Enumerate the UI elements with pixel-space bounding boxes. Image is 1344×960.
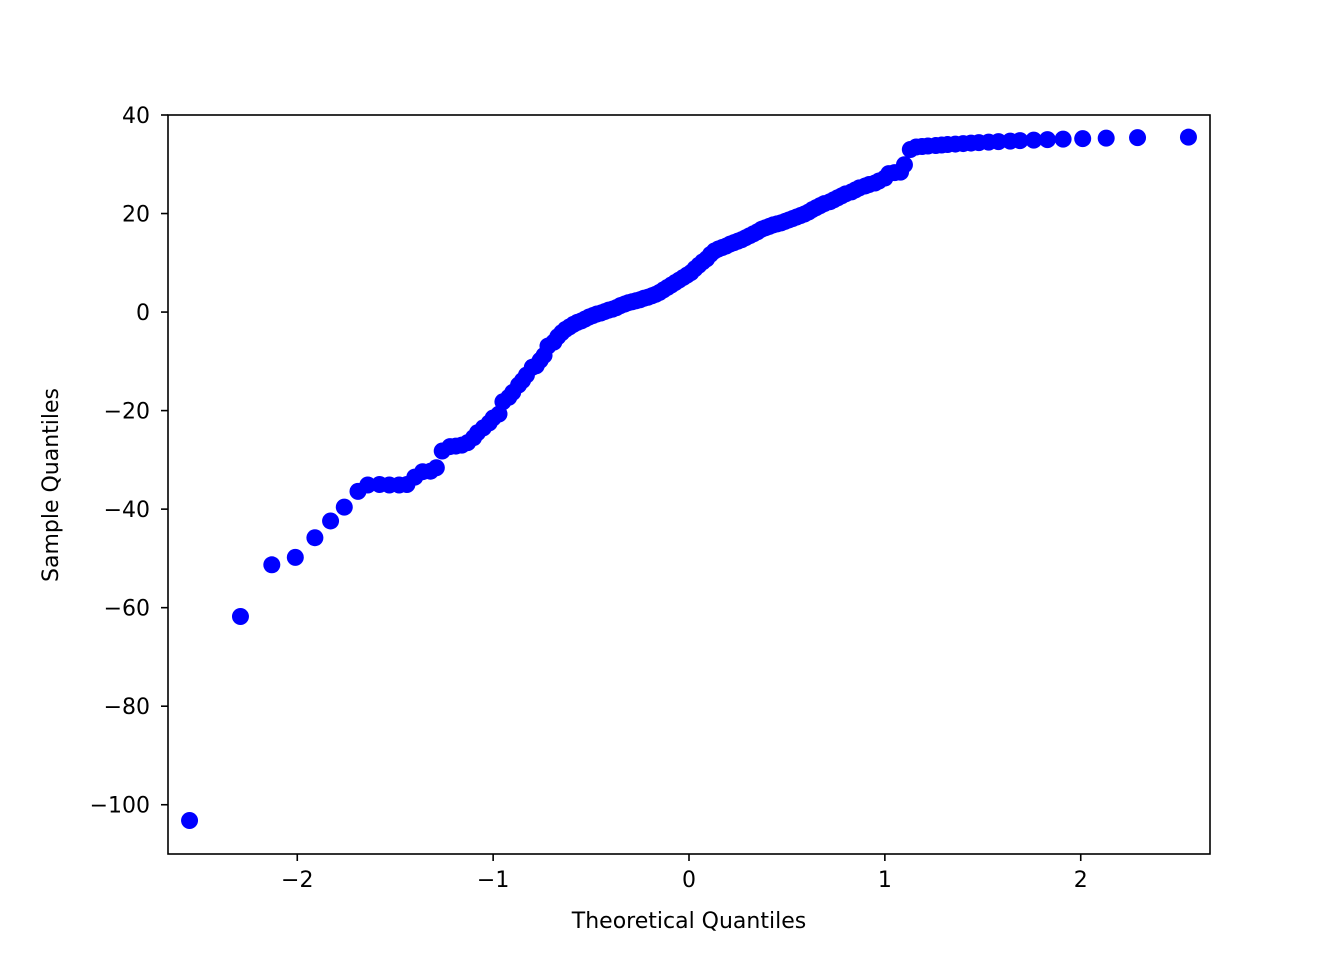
data-point (1038, 131, 1056, 149)
x-tick-label: 0 (682, 868, 696, 893)
x-axis-label: Theoretical Quantiles (571, 909, 806, 934)
axis-ticks: −2 −1 0 1 2 −100 −80 −60 −40 −20 0 20 40 (90, 104, 1088, 893)
data-point (335, 498, 353, 516)
plot-frame (167, 114, 1211, 855)
data-point (286, 548, 304, 566)
y-tick-label: −80 (104, 695, 150, 720)
data-point (1054, 130, 1072, 148)
x-tick-label: 1 (878, 868, 892, 893)
data-point (263, 556, 281, 574)
data-point (427, 459, 445, 477)
data-point (1097, 129, 1115, 147)
data-point (1011, 132, 1029, 150)
data-point (181, 811, 199, 829)
y-tick-label: 40 (122, 104, 150, 129)
y-tick-label: 0 (136, 301, 150, 326)
data-point (1179, 128, 1197, 146)
data-point (306, 529, 324, 547)
y-tick-label: 20 (122, 203, 150, 228)
data-point (1129, 129, 1147, 147)
data-point (1074, 130, 1092, 148)
x-tick-label: 2 (1074, 868, 1088, 893)
x-tick-label: −1 (477, 868, 509, 893)
y-tick-label: −40 (104, 498, 150, 523)
data-point (231, 608, 249, 626)
y-tick-label: −60 (104, 597, 150, 622)
data-point (895, 156, 913, 174)
y-tick-label: −20 (104, 400, 150, 425)
y-tick-label: −100 (90, 794, 150, 819)
y-axis-label: Sample Quantiles (39, 388, 64, 582)
data-points (181, 128, 1197, 829)
data-point (1025, 131, 1043, 149)
x-tick-label: −2 (281, 868, 313, 893)
data-point (322, 512, 340, 530)
